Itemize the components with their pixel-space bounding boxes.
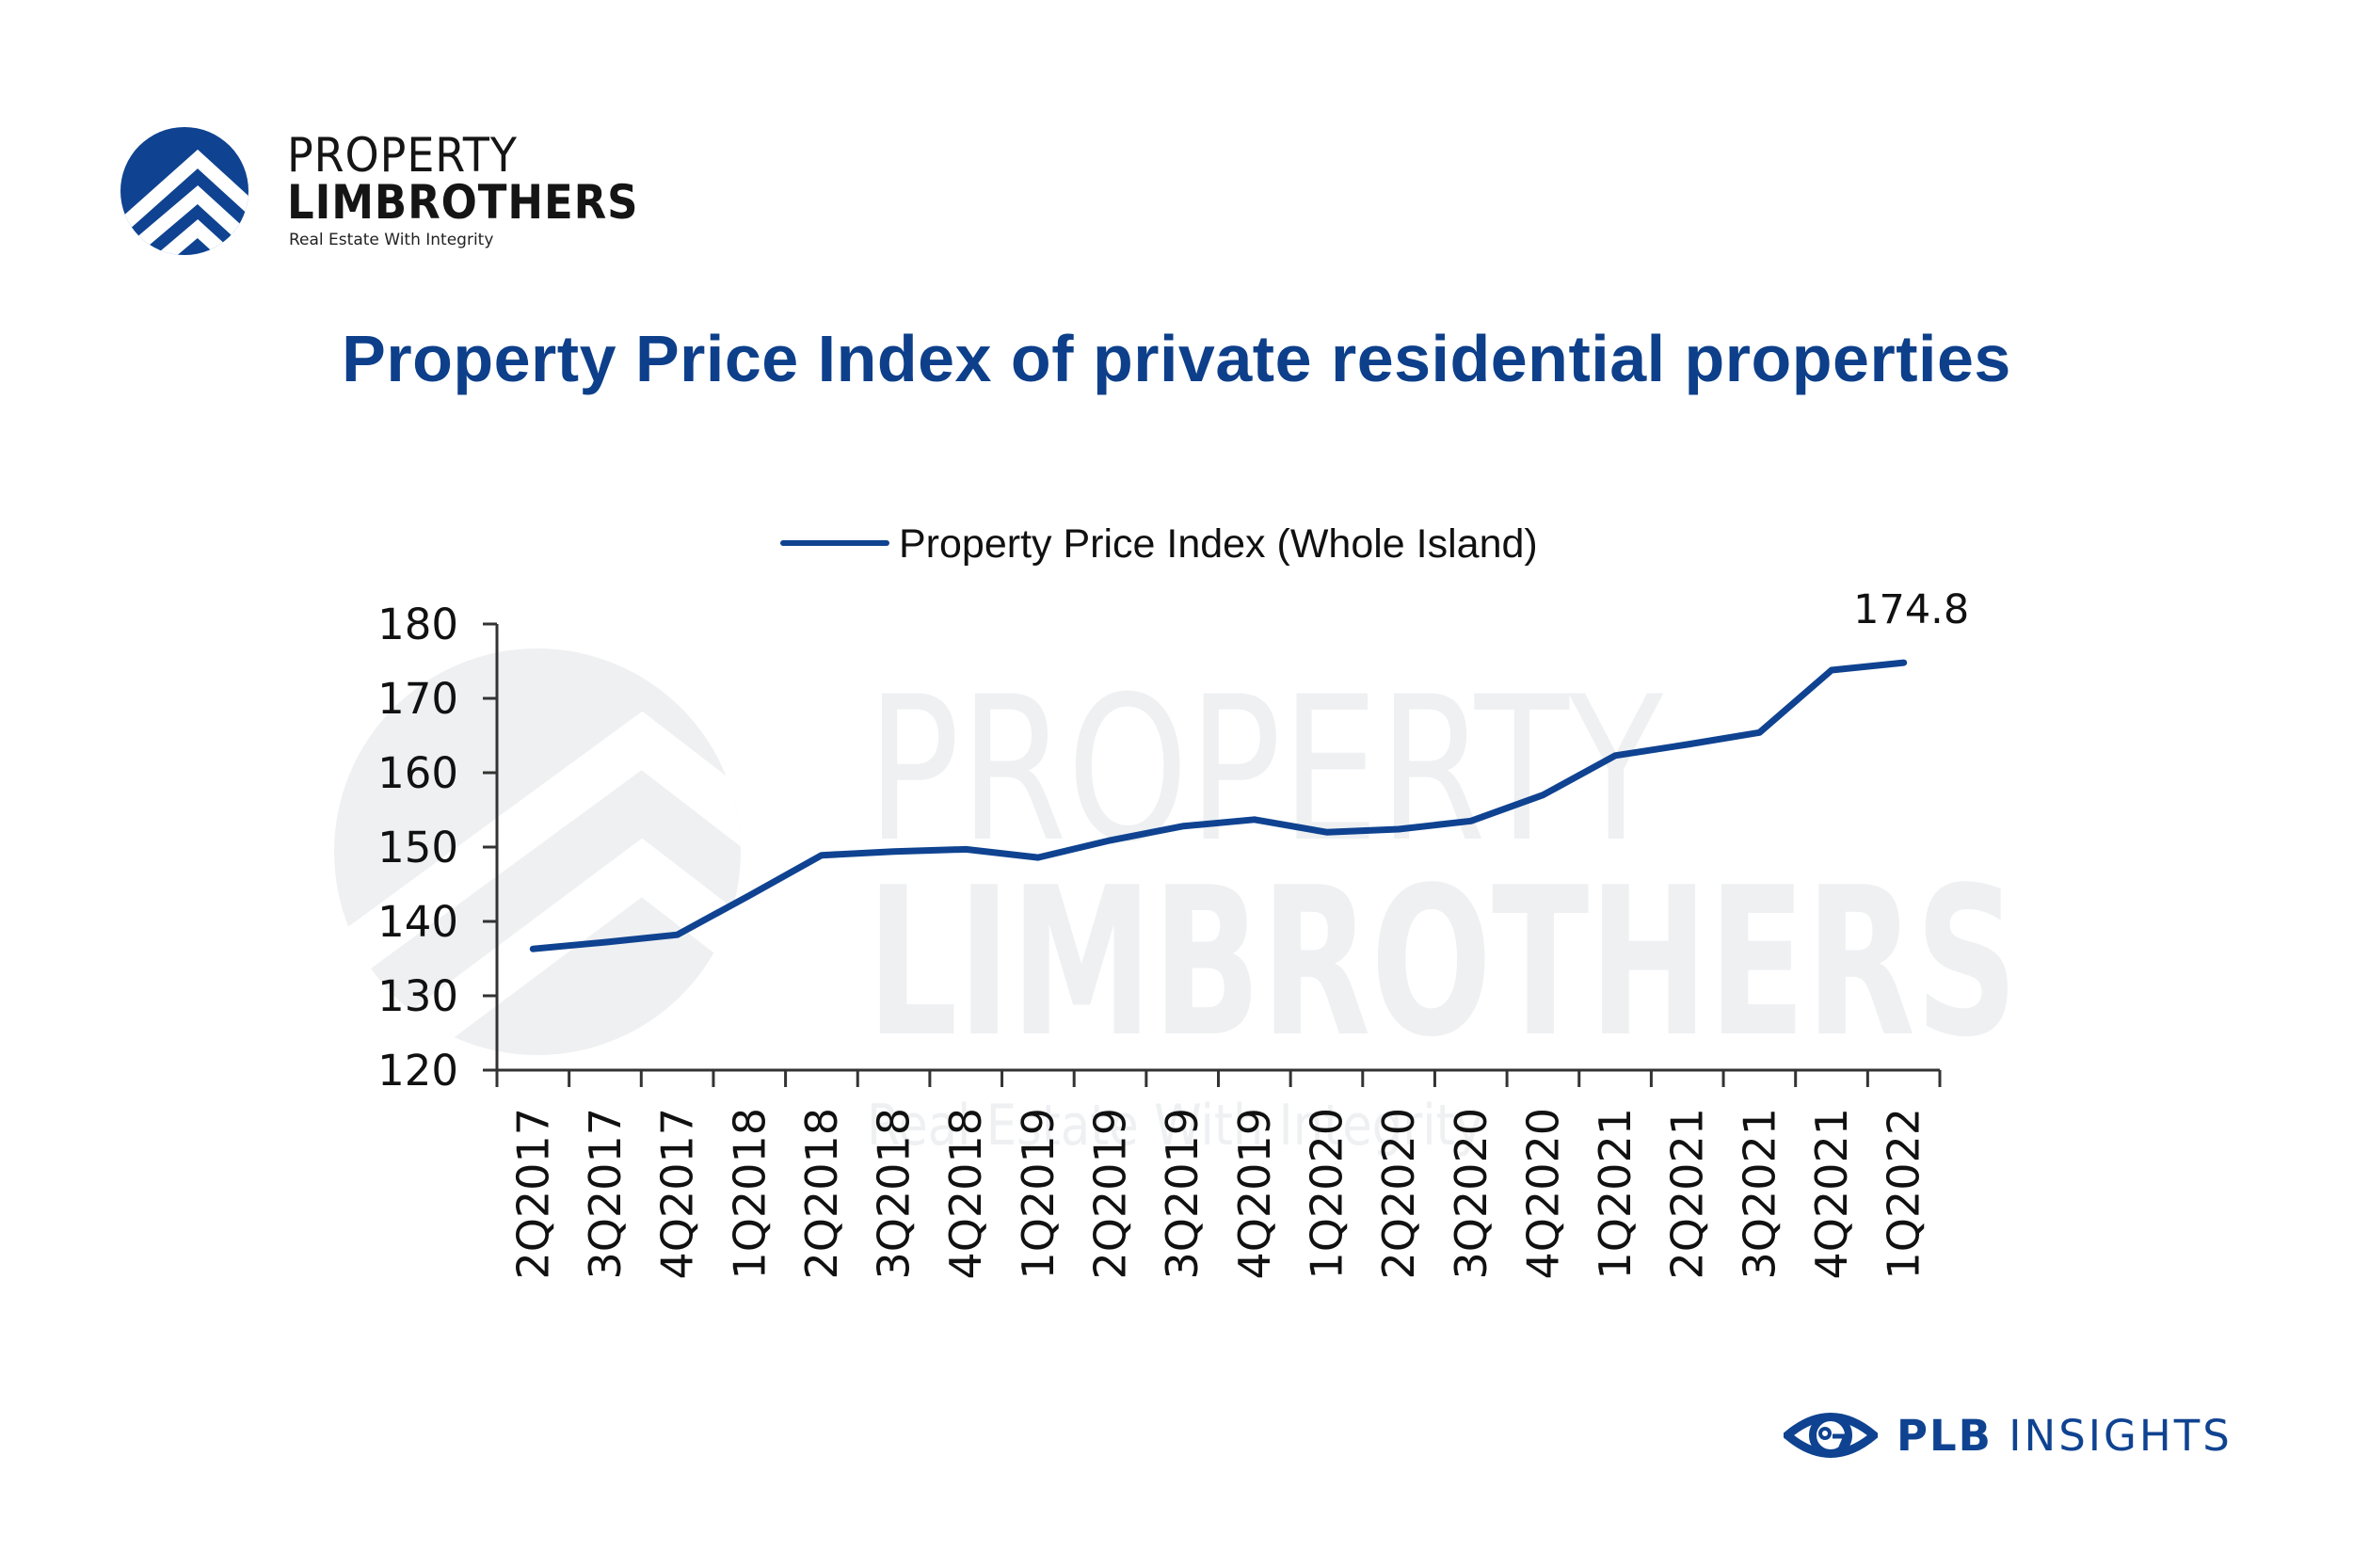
x-tick-label: 3Q2017 [580, 1108, 631, 1280]
watermark-text-line1: PROPERTY [867, 653, 1663, 886]
x-tick-label: 4Q2019 [1229, 1108, 1280, 1280]
brand-name-line2: LIMBROTHERS [287, 175, 639, 230]
y-tick-label: 170 [377, 674, 458, 724]
y-tick-label: 180 [377, 600, 458, 649]
page-title: Property Price Index of private resident… [342, 322, 2011, 395]
x-tick-label: 2Q2021 [1662, 1108, 1713, 1280]
footer-label-bold: PLB [1897, 1410, 1993, 1461]
x-tick-label: 4Q2017 [652, 1108, 703, 1280]
x-tick-label: 4Q2021 [1806, 1108, 1857, 1280]
data-label: 174.8 [1853, 586, 1969, 633]
brand-tagline: Real Estate With Integrity [289, 231, 494, 249]
brand-logo-icon [120, 127, 248, 255]
watermark-text-line3: Real Estate With Integrity [867, 1093, 1483, 1159]
x-tick-label: 2Q2019 [1085, 1108, 1136, 1280]
y-tick-label: 150 [377, 823, 458, 872]
legend: Property Price Index (Whole Island) [780, 521, 1538, 567]
eye-logo-icon [1784, 1413, 1878, 1458]
brand-name-line1: PROPERTY [287, 128, 518, 183]
y-tick-label: 140 [377, 897, 458, 947]
x-tick-label: 1Q2022 [1879, 1108, 1929, 1280]
x-tick-label: 1Q2018 [724, 1108, 775, 1280]
y-tick-label: 120 [377, 1046, 458, 1096]
annotations: 174.8 [1853, 586, 1969, 633]
x-tick-label: 2Q2017 [507, 1108, 558, 1280]
x-tick-label: 4Q2020 [1517, 1108, 1568, 1280]
x-tick-label: 3Q2018 [869, 1108, 920, 1280]
x-tick-label: 1Q2020 [1301, 1108, 1352, 1280]
x-tick-label: 3Q2019 [1157, 1108, 1208, 1280]
x-tick-label: 1Q2019 [1013, 1108, 1064, 1280]
x-tick-label: 3Q2020 [1446, 1108, 1497, 1280]
y-tick-label: 130 [377, 971, 458, 1021]
footer-label: PLB INSIGHTS [1897, 1415, 2233, 1457]
watermark-logo-icon [334, 648, 741, 1055]
watermark-text-line2: LIMBROTHERS [867, 844, 2018, 1082]
x-tick-label: 4Q2018 [940, 1108, 991, 1280]
x-tick-label: 2Q2018 [796, 1108, 847, 1280]
watermark: PROPERTY LIMBROTHERS Real Estate With In… [334, 648, 2018, 1159]
x-tick-label: 2Q2020 [1373, 1108, 1424, 1280]
series-line [529, 659, 1908, 952]
footer-label-rest: INSIGHTS [2009, 1410, 2233, 1461]
y-tick-label: 160 [377, 748, 458, 798]
x-tick-label: 1Q2021 [1590, 1108, 1641, 1280]
legend-label: Property Price Index (Whole Island) [899, 521, 1538, 567]
x-tick-label: 3Q2021 [1734, 1108, 1785, 1280]
footer-brand: PLB INSIGHTS [1784, 1402, 2233, 1468]
y-axis-ticks: 120 130 140 150 160 170 180 [377, 600, 497, 1096]
series [529, 659, 1908, 952]
x-axis-ticks: 2Q2017 3Q2017 4Q2017 1Q2018 2Q2018 3Q2018 4Q20… [495, 1070, 1942, 1280]
